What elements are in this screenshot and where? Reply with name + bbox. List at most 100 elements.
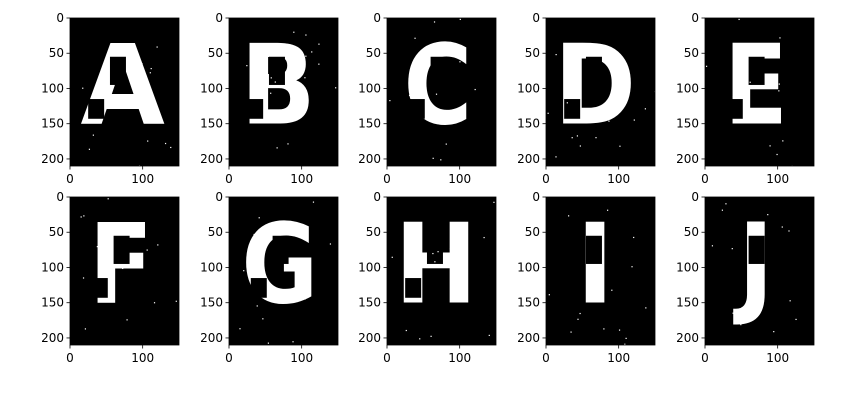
noise-speckle bbox=[789, 300, 791, 302]
noise-speckle bbox=[776, 153, 778, 156]
noise-speckle bbox=[418, 59, 420, 61]
panel-j: J 0 100 0 50 100 150 200 bbox=[676, 190, 815, 365]
panel-g: G 0 100 0 50 100 150 200 bbox=[200, 190, 339, 365]
noise-speckle bbox=[335, 87, 337, 89]
noise-speckle bbox=[144, 117, 146, 119]
noise-speckle bbox=[246, 65, 248, 67]
noise-speckle bbox=[305, 34, 307, 36]
y-tick-label: 100 bbox=[200, 260, 223, 274]
occlusion-patch-b bbox=[247, 99, 264, 119]
glyph-c: C bbox=[404, 22, 473, 151]
x-tick-label: 0 bbox=[383, 351, 391, 365]
noise-speckle bbox=[579, 145, 581, 147]
noise-speckle bbox=[633, 119, 635, 121]
noise-speckle bbox=[270, 77, 272, 79]
noise-speckle bbox=[721, 209, 724, 211]
noise-speckle bbox=[555, 53, 557, 56]
y-tick-label: 0 bbox=[56, 11, 64, 25]
noise-speckle bbox=[260, 274, 262, 276]
noise-speckle bbox=[451, 243, 453, 245]
x-tick-label: 100 bbox=[766, 351, 789, 365]
axis-frame-j bbox=[704, 196, 815, 346]
glyph-i: I bbox=[577, 200, 614, 329]
y-tick-label: 150 bbox=[200, 296, 223, 310]
y-tick-label: 100 bbox=[200, 81, 223, 95]
axis-frame-h bbox=[386, 196, 497, 346]
noise-speckle bbox=[108, 252, 110, 254]
noise-speckle bbox=[603, 328, 605, 330]
noise-speckle bbox=[778, 83, 780, 85]
axis-frame-i bbox=[545, 196, 656, 346]
occlusion-patch-j bbox=[726, 278, 743, 298]
noise-speckle bbox=[773, 331, 775, 333]
noise-speckle bbox=[150, 67, 152, 70]
y-tick-label: 100 bbox=[41, 81, 64, 95]
axis-frame-g bbox=[228, 196, 339, 346]
noise-speckle bbox=[304, 77, 306, 79]
y-tick-label: 50 bbox=[684, 225, 699, 239]
noise-speckle bbox=[432, 252, 434, 255]
noise-speckle bbox=[618, 329, 621, 331]
noise-speckle bbox=[82, 87, 84, 89]
noise-speckle bbox=[453, 121, 456, 123]
noise-speckle bbox=[293, 31, 295, 33]
y-tick-label: 0 bbox=[215, 11, 223, 25]
occlusion-patch-b bbox=[268, 56, 285, 85]
y-tick-label: 200 bbox=[41, 331, 64, 345]
y-tick-label: 100 bbox=[358, 260, 381, 274]
x-tick-label: 0 bbox=[701, 172, 709, 186]
occlusion-patch-a bbox=[109, 56, 126, 85]
axis-frame-c bbox=[386, 17, 497, 167]
noise-speckle bbox=[405, 329, 407, 332]
y-tick-label: 100 bbox=[358, 81, 381, 95]
y-tick-label: 200 bbox=[517, 331, 540, 345]
occlusion-patch-d bbox=[585, 56, 602, 85]
noise-speckle bbox=[474, 88, 476, 91]
noise-speckle bbox=[608, 120, 610, 122]
noise-speckle bbox=[318, 43, 320, 45]
y-tick-label: 50 bbox=[49, 46, 64, 60]
x-tick-label: 0 bbox=[225, 172, 233, 186]
y-tick-label: 150 bbox=[676, 117, 699, 131]
noise-speckle bbox=[100, 72, 102, 74]
glyph-g: G bbox=[242, 201, 319, 330]
occlusion-patch-c bbox=[408, 99, 425, 119]
noise-speckle bbox=[767, 214, 769, 216]
y-tick-label: 200 bbox=[358, 152, 381, 166]
noise-speckle bbox=[80, 216, 82, 218]
noise-speckle bbox=[775, 119, 777, 121]
glyph-f: F bbox=[89, 201, 153, 330]
panel-i: I 0 100 0 50 100 150 200 bbox=[517, 190, 656, 365]
panel-a: A 0 100 0 50 100 150 200 bbox=[41, 11, 180, 186]
x-tick-label: 100 bbox=[607, 172, 630, 186]
y-tick-label: 200 bbox=[517, 152, 540, 166]
noise-speckle bbox=[175, 300, 177, 302]
noise-speckle bbox=[312, 201, 315, 203]
noise-speckle bbox=[445, 143, 447, 145]
noise-speckle bbox=[705, 65, 708, 67]
x-tick-label: 0 bbox=[383, 172, 391, 186]
y-tick-label: 200 bbox=[200, 152, 223, 166]
noise-speckle bbox=[645, 307, 647, 309]
noise-speckle bbox=[576, 135, 579, 137]
x-tick-label: 100 bbox=[131, 172, 154, 186]
noise-speckle bbox=[437, 251, 439, 253]
noise-speckle bbox=[253, 233, 255, 236]
noise-speckle bbox=[767, 49, 769, 51]
noise-speckle bbox=[795, 318, 797, 321]
noise-speckle bbox=[731, 248, 733, 250]
y-tick-label: 0 bbox=[691, 190, 699, 204]
axis-frame-b bbox=[228, 17, 339, 167]
y-tick-label: 100 bbox=[517, 260, 540, 274]
noise-speckle bbox=[432, 50, 434, 52]
occlusion-patch-f bbox=[91, 278, 108, 298]
noise-speckle bbox=[454, 256, 456, 258]
noise-speckle bbox=[153, 302, 156, 304]
noise-speckle bbox=[577, 318, 579, 320]
noise-speckle bbox=[287, 143, 289, 145]
noise-speckle bbox=[408, 94, 411, 97]
noise-speckle bbox=[631, 266, 633, 268]
noise-speckle bbox=[616, 77, 618, 79]
noise-speckle bbox=[611, 289, 613, 291]
noise-speckle bbox=[749, 81, 751, 83]
